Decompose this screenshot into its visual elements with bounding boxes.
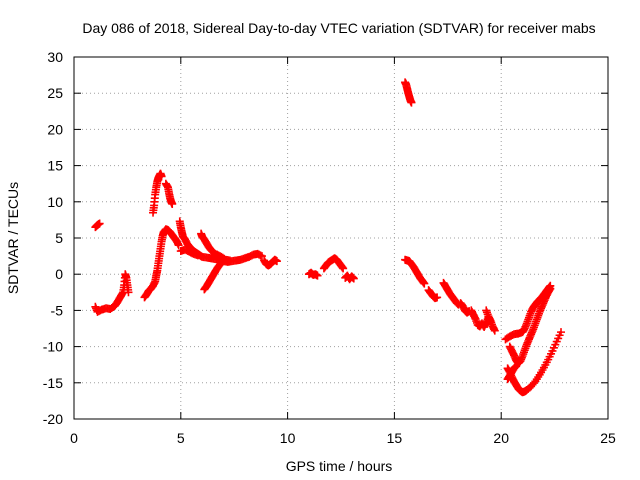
x-axis-label: GPS time / hours	[286, 458, 393, 474]
x-tick-label: 10	[280, 430, 296, 446]
y-tick-label: 0	[55, 266, 63, 282]
data-point	[420, 279, 429, 288]
y-tick-label: 30	[47, 49, 63, 65]
x-tick-label: 0	[70, 430, 78, 446]
x-tick-label: 15	[387, 430, 403, 446]
data-point	[349, 274, 358, 283]
data-point	[257, 252, 266, 261]
y-tick-label: 5	[55, 230, 63, 246]
tick-labels: 0 5 10 15 20 25 -20 -15 -10 -5 0 5 10 15 20 25 30	[43, 49, 616, 446]
data-point	[225, 256, 234, 265]
data-point	[157, 172, 166, 181]
y-tick-label: -20	[43, 411, 63, 427]
data-point	[168, 199, 177, 208]
axis-ticks	[73, 56, 609, 420]
data-point	[95, 219, 104, 228]
data-point	[193, 251, 202, 260]
data-point	[546, 284, 555, 293]
y-tick-label: -5	[51, 302, 64, 318]
data-point	[339, 264, 348, 273]
data-point	[313, 271, 322, 280]
x-tick-label: 25	[600, 430, 616, 446]
data-point	[272, 257, 281, 266]
x-tick-label: 20	[493, 430, 509, 446]
y-tick-label: -15	[43, 375, 63, 391]
chart-title: Day 086 of 2018, Sidereal Day-to-day VTE…	[82, 20, 595, 36]
data-point	[407, 98, 416, 107]
y-tick-label: 25	[47, 85, 63, 101]
data-point	[433, 293, 442, 302]
data-point	[512, 362, 521, 371]
y-tick-label: 10	[47, 194, 63, 210]
data-point	[124, 288, 133, 297]
plot-frame	[73, 56, 609, 420]
data-points	[91, 78, 566, 397]
y-axis-label: SDTVAR / TECUs	[5, 182, 21, 294]
x-tick-label: 5	[177, 430, 185, 446]
data-point	[174, 241, 183, 250]
y-tick-label: 15	[47, 158, 63, 174]
data-point	[557, 328, 566, 337]
data-point	[490, 326, 499, 335]
y-tick-label: 20	[47, 121, 63, 137]
y-tick-label: -10	[43, 339, 63, 355]
